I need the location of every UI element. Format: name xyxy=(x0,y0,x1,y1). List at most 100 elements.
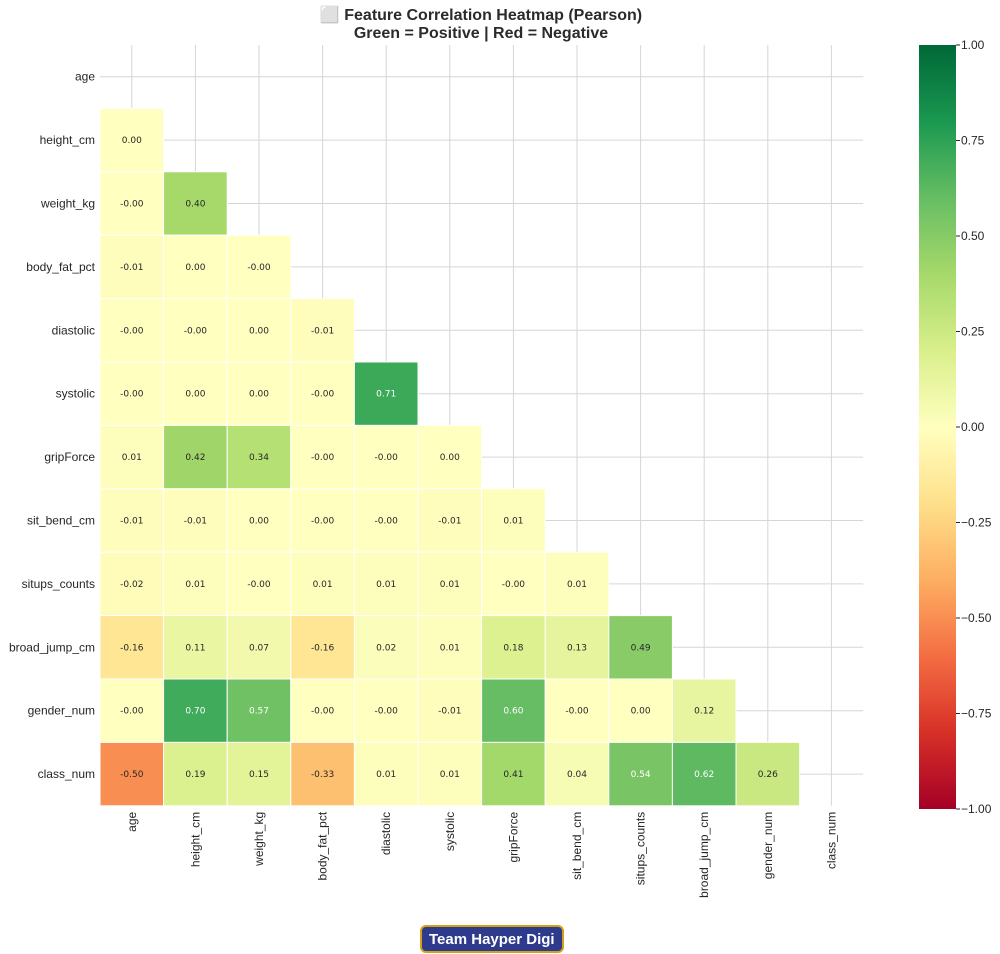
cell-value-label: 0.01 xyxy=(567,580,587,590)
colorbar-tick-label: 0.50 xyxy=(961,229,985,243)
x-tick-label: age xyxy=(125,811,139,831)
heatmap-cell xyxy=(417,424,483,490)
cell-value-label: 0.11 xyxy=(185,643,205,653)
heatmap-cell xyxy=(226,488,292,553)
cell-value-label: -0.50 xyxy=(120,770,144,780)
x-tick-label: situps_counts xyxy=(634,812,648,885)
y-tick-label: broad_jump_cm xyxy=(9,640,95,654)
cell-value-label: 0.62 xyxy=(694,770,714,780)
heatmap-cell xyxy=(608,678,673,743)
colorbar-tick-label: −0.25 xyxy=(961,516,992,530)
colorbar-tick-label: 0.00 xyxy=(961,420,985,434)
cell-value-label: 0.00 xyxy=(440,453,460,463)
x-tick-label: height_cm xyxy=(188,812,202,867)
cell-value-label: 0.57 xyxy=(249,707,269,717)
heatmap-cell xyxy=(735,741,801,807)
cell-value-label: 0.54 xyxy=(631,770,651,780)
cell-value-label: 0.01 xyxy=(376,580,396,590)
colorbar-tick-label: 1.00 xyxy=(961,38,985,52)
cell-value-label: -0.16 xyxy=(311,643,335,653)
cell-value-label: -0.16 xyxy=(120,643,144,653)
y-tick-label: sit_bend_cm xyxy=(27,514,95,528)
cell-value-label: 0.26 xyxy=(758,770,778,780)
cell-value-label: -0.00 xyxy=(120,707,144,717)
cell-value-label: 0.13 xyxy=(567,643,587,653)
cell-value-label: -0.01 xyxy=(120,263,143,273)
cell-value-label: -0.00 xyxy=(247,580,271,590)
cell-value-label: -0.00 xyxy=(375,517,399,527)
cell-value-label: 0.12 xyxy=(694,707,714,717)
cell-value-label: 0.15 xyxy=(249,770,269,780)
cell-value-label: 0.70 xyxy=(185,707,205,717)
heatmap-cell xyxy=(163,615,228,680)
heatmap-cell xyxy=(99,741,165,807)
colorbar: 1.00 0.75 0.50 0.25 0.00 −0.25 −0.50 −0.75 −1.00 xyxy=(919,38,992,816)
heatmap-cell xyxy=(671,741,737,807)
colorbar-tick-label: 0.25 xyxy=(961,325,985,339)
cell-value-label: 0.49 xyxy=(631,643,651,653)
cell-value-label: 0.00 xyxy=(185,390,205,400)
heatmap-cell xyxy=(290,424,355,490)
cell-value-label: -0.00 xyxy=(311,390,335,400)
team-badge: Team Hayper Digi xyxy=(420,925,564,953)
y-tick-label: gender_num xyxy=(28,704,95,718)
cell-value-label: 0.18 xyxy=(503,643,523,653)
heatmap-cell xyxy=(226,234,292,300)
cell-value-label: 0.01 xyxy=(503,517,523,527)
cell-value-label: 0.01 xyxy=(376,770,396,780)
cell-value-label: -0.01 xyxy=(438,517,461,527)
cell-value-label: 0.00 xyxy=(185,263,205,273)
heatmap-cell xyxy=(353,361,419,426)
cell-value-label: -0.00 xyxy=(120,326,144,336)
cell-value-label: 0.71 xyxy=(376,390,396,400)
cell-value-label: 0.01 xyxy=(122,453,142,463)
cell-value-label: -0.00 xyxy=(120,390,144,400)
heatmap-cell xyxy=(99,551,165,617)
cell-value-label: -0.00 xyxy=(184,326,208,336)
colorbar-tick-label: −1.00 xyxy=(961,802,992,816)
cell-value-label: -0.00 xyxy=(502,580,526,590)
x-tick-label: broad_jump_cm xyxy=(697,812,711,898)
heatmap-cell xyxy=(417,488,483,553)
heatmap-cell xyxy=(544,615,610,680)
heatmap-cell xyxy=(163,171,228,236)
cell-value-label: 0.40 xyxy=(185,200,205,210)
heatmap-cell xyxy=(290,361,355,426)
cell-value-label: 0.60 xyxy=(503,707,523,717)
heatmap-cell xyxy=(163,488,228,553)
cell-value-label: 0.07 xyxy=(249,643,269,653)
cell-value-label: 0.00 xyxy=(631,707,651,717)
cell-value-label: -0.00 xyxy=(565,707,589,717)
cell-value-label: 0.41 xyxy=(503,770,523,780)
heatmap-cell xyxy=(481,488,546,553)
y-tick-label: diastolic xyxy=(52,323,95,337)
heatmap-cell xyxy=(544,551,610,617)
chart-title-line: ⬜ Feature Correlation Heatmap (Pearson) xyxy=(320,5,642,24)
cell-value-label: 0.00 xyxy=(249,390,269,400)
x-tick-label: systolic xyxy=(443,812,457,851)
heatmap-cell xyxy=(290,551,355,617)
y-tick-label: age xyxy=(75,70,95,84)
heatmap-cell xyxy=(353,488,419,553)
cell-value-label: -0.00 xyxy=(247,263,271,273)
heatmap-cell xyxy=(671,678,737,743)
cell-value-label: -0.00 xyxy=(311,707,335,717)
heatmap-cell xyxy=(99,424,165,490)
heatmap-cell xyxy=(544,678,610,743)
x-tick-label: weight_kg xyxy=(252,812,266,867)
y-tick-label: weight_kg xyxy=(40,197,95,211)
heatmap-cell xyxy=(163,361,228,426)
colorbar-tick-label: 0.75 xyxy=(961,134,985,148)
heatmap-cell xyxy=(417,615,483,680)
heatmap-cell xyxy=(608,615,673,680)
chart-title-line: Green = Positive | Red = Negative xyxy=(354,25,608,42)
heatmap-cell xyxy=(99,107,165,173)
x-tick-label: class_num xyxy=(824,812,838,869)
y-tick-label: gripForce xyxy=(44,450,95,464)
heatmap-cells: 0.00 -0.00 0.40 -0.01 0.00 -0.00 -0.00 -0.00 0.0… xyxy=(99,107,801,807)
heatmap-cell xyxy=(608,741,673,807)
x-tick-label: sit_bend_cm xyxy=(570,812,584,880)
heatmap-cell xyxy=(99,615,165,680)
heatmap-cell xyxy=(290,615,355,680)
